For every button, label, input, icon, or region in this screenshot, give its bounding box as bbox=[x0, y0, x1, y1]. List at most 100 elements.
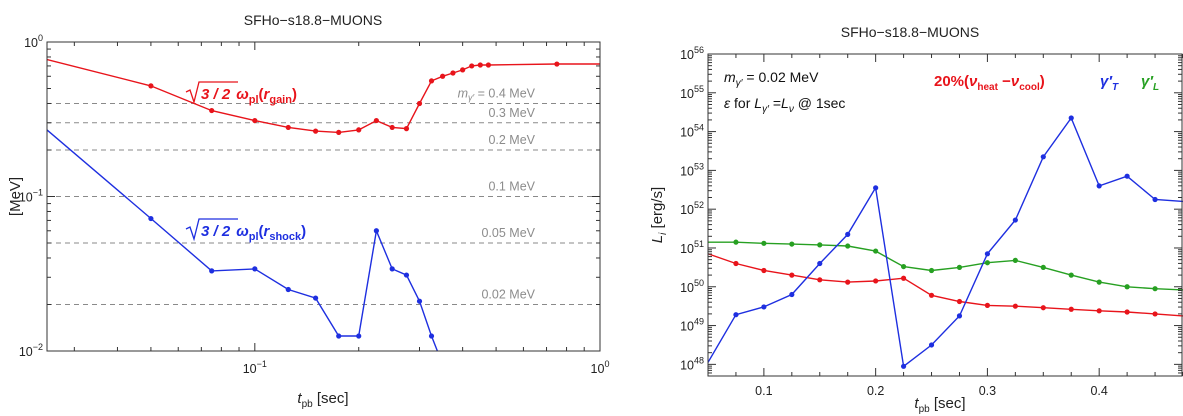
reference-label: mγ′ = 0.4 MeV bbox=[458, 86, 536, 102]
annotation-gain: 3 / 2 ωpl(rgain) bbox=[185, 81, 297, 106]
text-part: shock bbox=[269, 231, 302, 243]
text-part: 0.05 MeV bbox=[481, 226, 535, 240]
data-point bbox=[789, 291, 795, 298]
data-point bbox=[928, 267, 935, 274]
data-point bbox=[389, 124, 395, 131]
text-part: 3 / 2 bbox=[201, 86, 231, 103]
data-point bbox=[1152, 311, 1158, 317]
data-point bbox=[450, 70, 456, 76]
data-point bbox=[1124, 309, 1130, 315]
y-tick-label: 10−1 bbox=[19, 188, 43, 205]
text-part: ) bbox=[292, 86, 297, 103]
text-part: 10 bbox=[680, 87, 694, 101]
data-point bbox=[1068, 115, 1074, 121]
text-part: 50 bbox=[694, 278, 704, 288]
text-part: L bbox=[754, 95, 762, 111]
text-part: 56 bbox=[694, 45, 704, 55]
data-point bbox=[477, 62, 483, 68]
x-tick-label: 10−1 bbox=[243, 359, 267, 376]
data-point bbox=[469, 63, 475, 69]
text-part: 10 bbox=[680, 242, 694, 256]
y-tick-label: 100 bbox=[24, 33, 43, 50]
text-part: 10 bbox=[680, 281, 694, 295]
data-point bbox=[428, 78, 435, 84]
text-part: [erg/s] bbox=[649, 187, 666, 233]
sqrt-sign bbox=[185, 81, 238, 105]
data-point bbox=[873, 248, 879, 254]
text-part: 3 / 2 bbox=[201, 223, 231, 240]
y-tick-label: 1056 bbox=[680, 45, 704, 62]
y-tick-label: 1052 bbox=[680, 200, 704, 217]
series-line bbox=[708, 116, 1183, 368]
data-point bbox=[373, 117, 379, 124]
text-part: L bbox=[1153, 82, 1159, 93]
legend-red: 20%(νheat −νcool) bbox=[934, 73, 1045, 93]
text-part: pl bbox=[249, 231, 259, 243]
text-part: 20%( bbox=[934, 73, 969, 90]
data-point bbox=[817, 277, 823, 283]
text-part: γ′ bbox=[1141, 73, 1154, 90]
data-point bbox=[1040, 305, 1046, 311]
data-point bbox=[1096, 279, 1102, 285]
x-axis-label: tpb [sec] bbox=[297, 390, 348, 410]
x-tick-label: 0.1 bbox=[755, 384, 772, 398]
x-tick-label: 100 bbox=[591, 359, 610, 376]
mass-annotation: mγ′ = 0.02 MeV bbox=[724, 69, 819, 89]
text-part: ν bbox=[789, 104, 794, 115]
data-point bbox=[789, 272, 795, 278]
text-part: 10 bbox=[680, 358, 694, 372]
text-part: [sec] bbox=[930, 395, 966, 412]
text-part: 55 bbox=[694, 84, 704, 94]
series-line bbox=[708, 253, 1183, 317]
reference-label: 0.05 MeV bbox=[481, 226, 535, 240]
y-tick-label: 10−2 bbox=[19, 342, 43, 359]
data-point bbox=[148, 83, 154, 89]
text-part: ( bbox=[259, 86, 264, 103]
data-point bbox=[873, 278, 879, 284]
legend-green: γ′L bbox=[1141, 73, 1159, 93]
y-tick-label: 1055 bbox=[680, 84, 704, 101]
annotation-shock: 3 / 2 ωpl(rshock) bbox=[185, 218, 306, 243]
data-point bbox=[356, 127, 362, 133]
data-point bbox=[817, 260, 823, 267]
y-axis-label: Li [erg/s] bbox=[649, 187, 669, 243]
data-point bbox=[1152, 286, 1158, 292]
text-part: 10 bbox=[680, 320, 694, 334]
text-part: ε bbox=[724, 95, 731, 111]
text-part: = 0.4 MeV bbox=[474, 86, 535, 100]
data-point bbox=[313, 128, 319, 134]
text-part: L bbox=[649, 235, 666, 243]
text-part: ν bbox=[969, 73, 978, 90]
data-point bbox=[761, 304, 767, 310]
text-part: m bbox=[724, 69, 736, 85]
data-point bbox=[1152, 196, 1158, 203]
data-point bbox=[1124, 284, 1130, 290]
chart-title: SFHo−s18.8−MUONS bbox=[841, 24, 980, 40]
data-point bbox=[209, 107, 215, 114]
data-point bbox=[845, 279, 851, 285]
text-part: r bbox=[264, 86, 271, 103]
text-part: 0 bbox=[38, 33, 43, 43]
data-point bbox=[1124, 173, 1130, 179]
data-point bbox=[1012, 217, 1018, 223]
epsilon-annotation: ε for Lγ′ =Lν @ 1sec bbox=[724, 95, 845, 115]
data-point bbox=[1040, 264, 1046, 270]
sqrt-sign bbox=[185, 218, 238, 242]
text-part: T bbox=[1112, 82, 1119, 93]
x-tick-label: 0.2 bbox=[867, 384, 884, 398]
data-point bbox=[733, 312, 739, 318]
data-point bbox=[460, 67, 466, 73]
text-part: 10 bbox=[680, 48, 694, 62]
text-part: 0 bbox=[604, 359, 609, 369]
data-point bbox=[984, 260, 991, 266]
text-part: γ′ bbox=[1100, 73, 1113, 90]
text-part: = 0.02 MeV bbox=[743, 69, 820, 85]
text-part: @ 1sec bbox=[794, 95, 846, 111]
sqrt-text: 3 / 2 ωpl(rgain) bbox=[201, 86, 297, 106]
data-point bbox=[761, 267, 767, 274]
text-part: m bbox=[458, 86, 468, 100]
text-part: − bbox=[998, 73, 1011, 90]
data-point bbox=[984, 302, 991, 308]
text-part: 10 bbox=[24, 36, 38, 50]
text-part: ) bbox=[301, 223, 306, 240]
